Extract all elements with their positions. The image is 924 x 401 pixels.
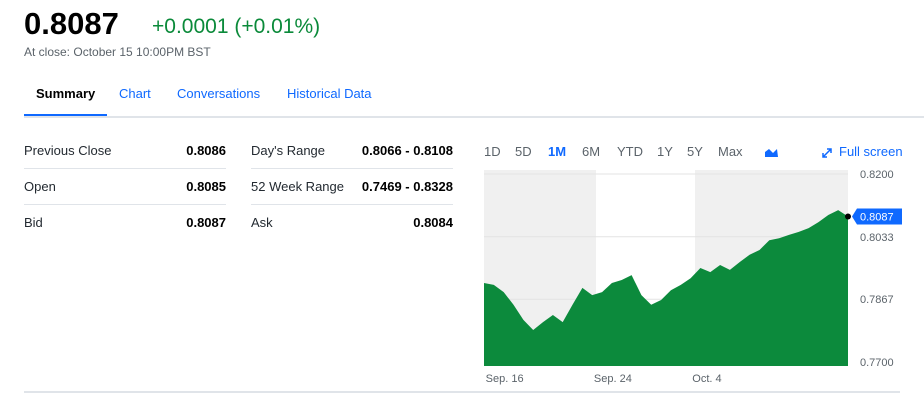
row-divider [24, 168, 226, 169]
range-button[interactable]: 5Y [687, 144, 703, 159]
tab[interactable]: Chart [119, 86, 151, 101]
y-tick-label: 0.8200 [860, 169, 894, 181]
x-tick-label: Sep. 16 [486, 373, 524, 385]
range-button[interactable]: 1D [484, 144, 501, 159]
stat-label: 52 Week Range [251, 179, 344, 194]
stat-value: 0.8086 [186, 143, 226, 158]
last-value-label: 0.8087 [860, 211, 894, 223]
range-button[interactable]: 5D [515, 144, 532, 159]
price: 0.8087 [24, 6, 119, 41]
chart-type-icon[interactable] [765, 149, 778, 157]
stat-label: Bid [24, 215, 43, 230]
range-button[interactable]: Max [718, 144, 743, 159]
stat-value: 0.8087 [186, 215, 226, 230]
row-divider [24, 204, 226, 205]
range-button[interactable]: YTD [617, 144, 643, 159]
range-button[interactable]: 6M [582, 144, 600, 159]
price-area [484, 210, 848, 366]
tab-divider [24, 116, 924, 118]
y-tick-label: 0.8033 [860, 232, 894, 244]
tab[interactable]: Conversations [177, 86, 261, 101]
bottom-divider [24, 391, 900, 393]
last-point [845, 213, 851, 220]
stat-value: 0.8084 [413, 215, 453, 230]
y-tick-label: 0.7867 [860, 294, 894, 306]
stat-label: Day's Range [251, 143, 326, 158]
range-button[interactable]: 1Y [657, 144, 673, 159]
stat-value: 0.7469 - 0.8328 [361, 179, 453, 194]
full-screen-link[interactable]: Full screen [839, 144, 903, 159]
close-note: At close: October 15 10:00PM BST [24, 45, 211, 59]
price-change: +0.0001 (+0.01%) [152, 15, 321, 38]
stat-label: Ask [251, 215, 273, 230]
x-tick-label: Sep. 24 [594, 373, 632, 385]
row-divider [251, 168, 453, 169]
tab[interactable]: Summary [36, 86, 96, 101]
stat-label: Previous Close [24, 143, 112, 158]
range-button[interactable]: 1M [548, 144, 566, 159]
tab[interactable]: Historical Data [287, 86, 372, 101]
stat-label: Open [24, 179, 56, 194]
row-divider [251, 204, 453, 205]
y-tick-label: 0.7700 [860, 357, 894, 369]
full-screen-icon[interactable] [822, 148, 832, 158]
stat-value: 0.8085 [186, 179, 226, 194]
x-tick-label: Oct. 4 [692, 373, 721, 385]
stat-value: 0.8066 - 0.8108 [361, 143, 453, 158]
last-label-box [852, 208, 902, 225]
